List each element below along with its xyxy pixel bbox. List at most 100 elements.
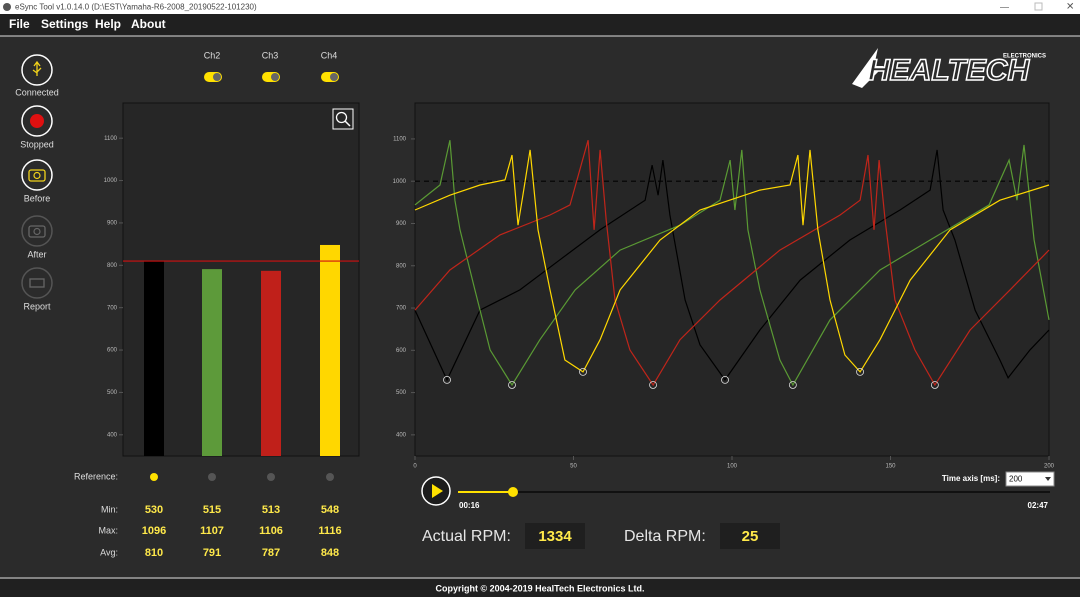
sidebar: Connected Stopped Before After Report: [15, 54, 59, 311]
slider-handle[interactable]: [508, 487, 518, 497]
printer-icon: [29, 278, 45, 288]
x-tick-label: 50: [570, 464, 577, 470]
y-tick-label: 800: [107, 263, 118, 269]
y-tick-label: 900: [107, 221, 118, 227]
zoom-icon-handle: [344, 120, 351, 127]
sidebar-label: Report: [23, 301, 51, 311]
logo-tagline: ELECTRONICS: [1003, 54, 1046, 60]
logo: HEALTECH ELECTRONICS: [852, 48, 1046, 88]
stat-min: 530: [145, 504, 163, 516]
row-label: Min:: [101, 504, 118, 514]
zoom-button[interactable]: [332, 108, 354, 130]
channel-toggles: [204, 72, 339, 82]
stat-max: 1106: [259, 525, 283, 537]
y-tick-label: 1000: [393, 179, 407, 185]
actual-rpm-value: 1334: [538, 528, 572, 545]
row-label: Reference:: [74, 471, 118, 481]
channel-label: Ch2: [204, 50, 221, 60]
y-tick-label: 900: [396, 221, 407, 227]
play-icon: [432, 484, 443, 498]
stat-avg: 787: [262, 547, 280, 559]
actual-rpm-label: Actual RPM:: [422, 528, 511, 545]
menu-item[interactable]: File: [9, 17, 30, 31]
camera-lens: [33, 227, 41, 236]
zoom-icon: [335, 111, 348, 124]
menu-item[interactable]: Settings: [41, 17, 89, 31]
x-tick-label: 150: [885, 464, 896, 470]
series-line: [414, 140, 1050, 387]
y-tick-label: 1000: [104, 178, 118, 184]
record-dot: [30, 114, 44, 128]
stat-min: 548: [321, 504, 339, 516]
report-button[interactable]: [21, 267, 53, 299]
time-axis-value: 200: [1009, 475, 1023, 484]
y-tick-label: 700: [107, 305, 118, 311]
y-tick-label: 500: [107, 390, 118, 396]
menu-item[interactable]: Help: [95, 17, 121, 31]
min-marker: [579, 367, 587, 376]
maximize[interactable]: [1034, 2, 1043, 11]
delta-rpm-value: 25: [742, 528, 759, 545]
bar: [202, 269, 222, 456]
window-title: eSync Tool v1.0.14.0 (D:\EST\Yamaha-R6-2…: [15, 3, 257, 12]
toggle-knob: [213, 73, 221, 81]
bar: [261, 270, 281, 456]
sidebar-label: Connected: [15, 87, 59, 97]
stat-max: 1107: [200, 525, 224, 537]
sidebar-label: Before: [24, 193, 51, 203]
bar: [144, 261, 164, 456]
min-marker: [856, 367, 864, 376]
line-chart-panel: [414, 102, 1050, 457]
reference-radio[interactable]: [208, 473, 216, 481]
sidebar-label: Stopped: [20, 139, 54, 149]
y-tick-label: 700: [396, 306, 407, 312]
min-marker: [508, 381, 516, 389]
app-icon: [3, 3, 11, 11]
delta-rpm-label: Delta RPM:: [624, 528, 706, 545]
footer: Copyright © 2004-2019 HealTech Electroni…: [435, 583, 644, 593]
channel-label: Ch3: [262, 50, 279, 60]
time-axis-dropdown[interactable]: [1005, 471, 1055, 487]
min-marker: [443, 376, 451, 384]
series-line: [414, 149, 1050, 373]
title-bar: [0, 0, 1080, 14]
stat-max: 1116: [318, 525, 341, 537]
close[interactable]: ✕: [1066, 2, 1074, 13]
dropdown-arrow: [1045, 477, 1051, 481]
actual-rpm-box: [525, 523, 585, 549]
footer-bar: [0, 579, 1080, 597]
series-line: [414, 140, 1050, 387]
row-label: Avg:: [100, 547, 118, 557]
min-marker: [649, 381, 657, 389]
y-tick-label: 1100: [104, 136, 118, 142]
minimize[interactable]: —: [1000, 1, 1009, 11]
y-tick-label: 400: [396, 432, 407, 438]
logo-bolt: [852, 48, 884, 88]
after-button[interactable]: [21, 215, 53, 247]
stat-avg: 848: [321, 547, 339, 559]
stat-max: 1096: [142, 525, 166, 537]
reference-radio[interactable]: [326, 473, 334, 481]
menu-item[interactable]: About: [131, 17, 166, 31]
before-button[interactable]: [21, 159, 53, 191]
reference-radio[interactable]: [267, 473, 275, 481]
time-axis-label: Time axis [ms]:: [942, 474, 1000, 483]
y-tick-label: 600: [396, 348, 407, 354]
y-tick-label: 1100: [393, 137, 407, 143]
y-tick-label: 800: [396, 263, 407, 269]
menu-bar: [0, 14, 1080, 36]
camera-icon: [28, 169, 46, 182]
x-tick-label: 100: [727, 464, 738, 470]
min-marker: [930, 381, 939, 389]
reference-radio[interactable]: [150, 473, 158, 481]
camera-lens: [33, 171, 41, 180]
logo-text: HEALTECH: [868, 54, 1030, 87]
toggle-knob: [271, 73, 279, 81]
stat-min: 513: [262, 504, 280, 516]
x-tick-label: 200: [1044, 464, 1055, 470]
x-tick-label: 0: [413, 464, 417, 470]
y-tick-label: 500: [396, 390, 407, 396]
min-marker: [721, 376, 729, 384]
stat-avg: 791: [203, 547, 221, 559]
